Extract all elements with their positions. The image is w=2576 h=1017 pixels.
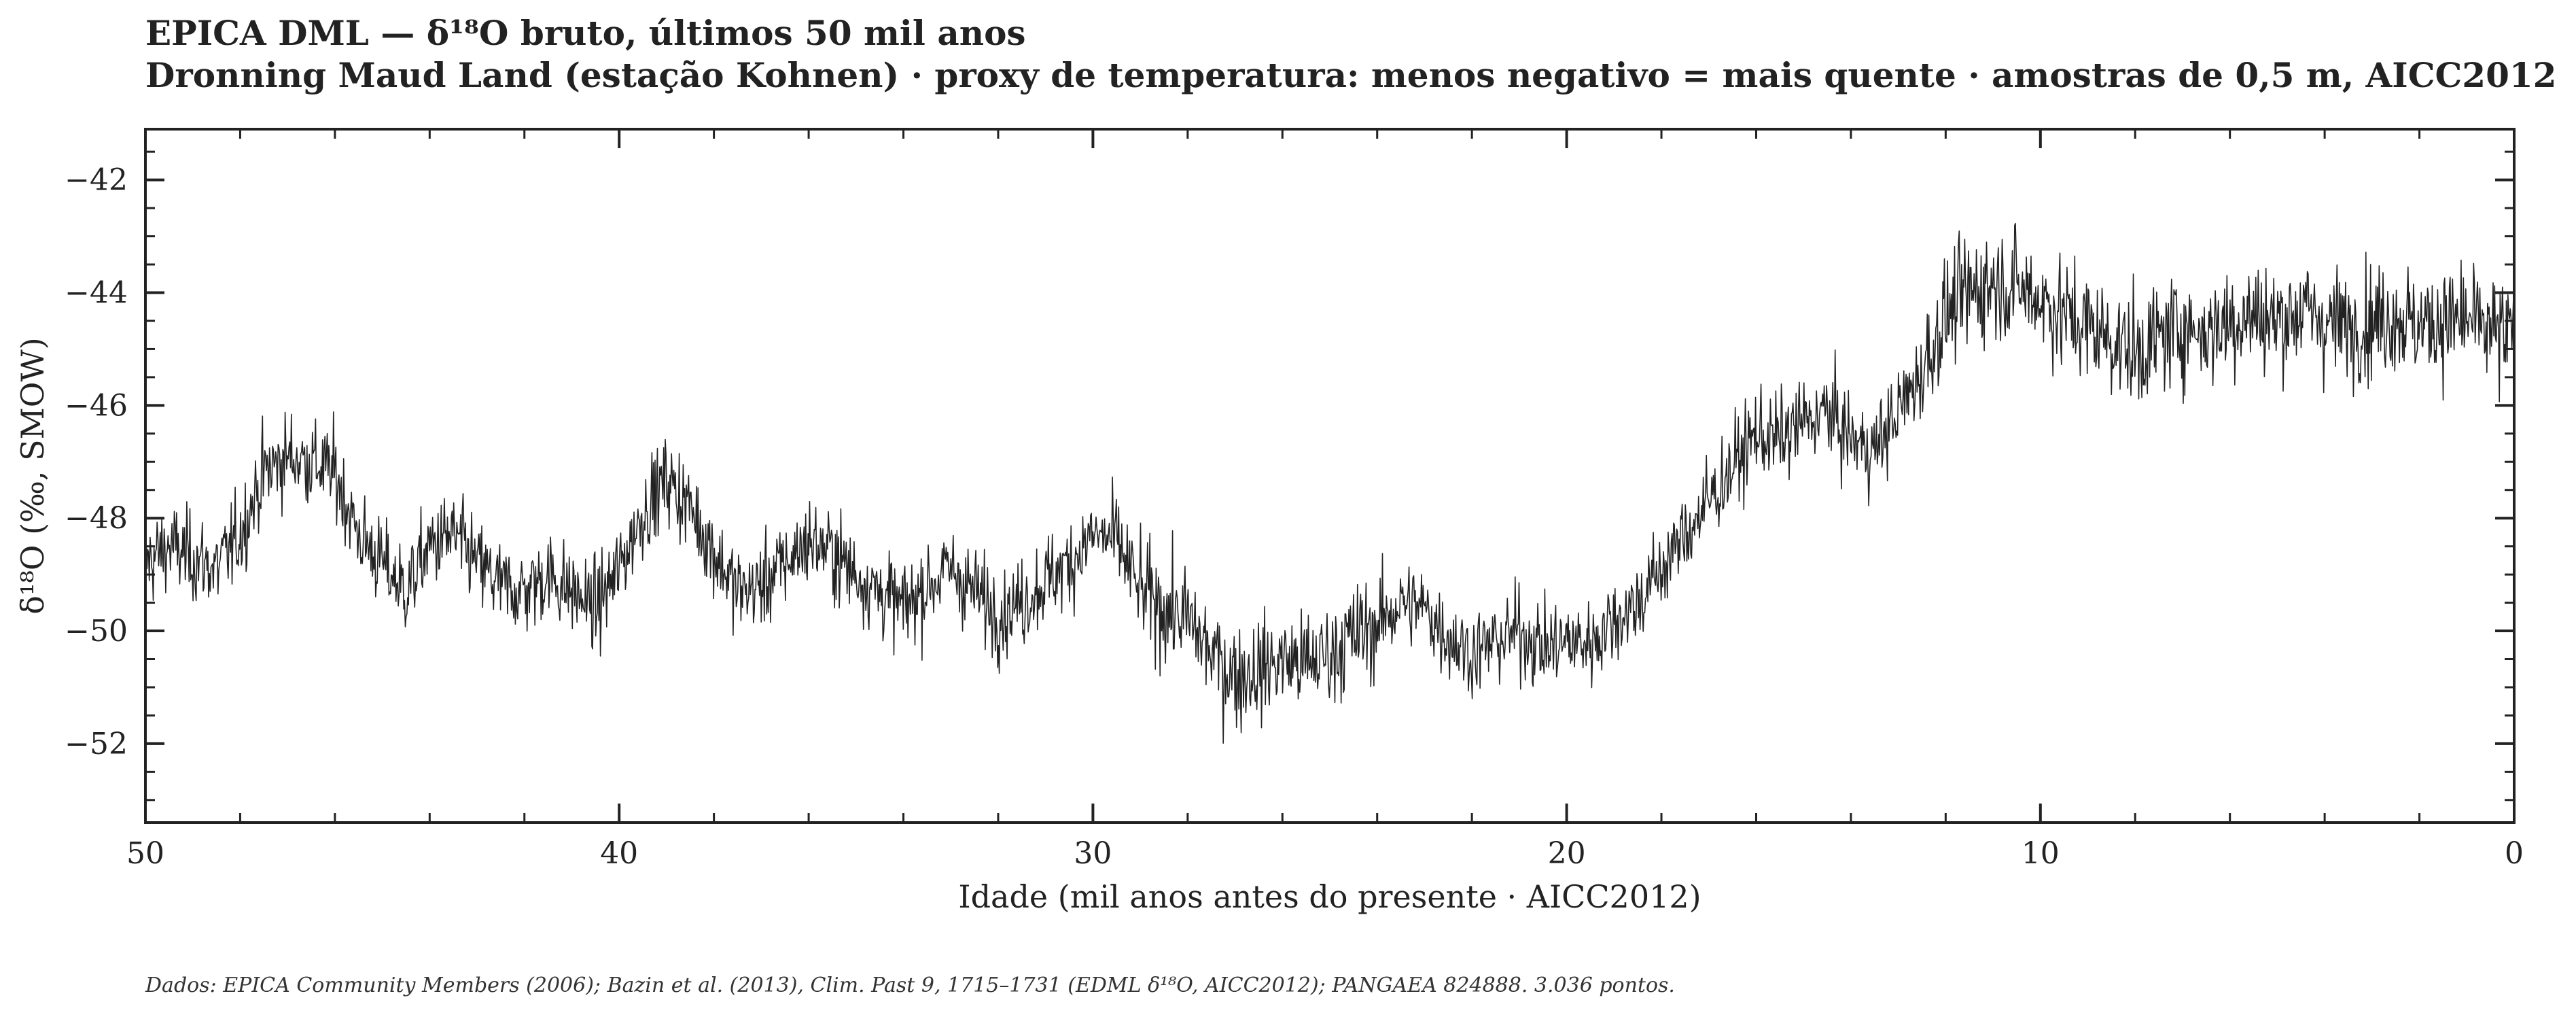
chart-subtitle: Dronning Maud Land (estação Kohnen) · pr… — [145, 55, 2556, 95]
y-tick-label: −48 — [65, 501, 128, 536]
y-tick-label: −52 — [65, 727, 128, 761]
x-tick-label: 0 — [2505, 836, 2524, 871]
plot-area: 50 40 30 20 10 0 −42 −44 −46 −48 −50 −52 — [65, 128, 2524, 871]
x-axis-label: Idade (mil anos antes do presente · AICC… — [958, 878, 1701, 915]
x-tick-label: 50 — [126, 836, 164, 871]
delta18o-series-line — [145, 222, 2515, 744]
source-note: Dados: EPICA Community Members (2006); B… — [145, 973, 1675, 997]
y-tick-label: −44 — [65, 275, 128, 310]
x-tick-label: 40 — [600, 836, 638, 871]
x-tick-label: 20 — [1548, 836, 1586, 871]
y-tick-label: −46 — [65, 388, 128, 423]
chart-title: EPICA DML — δ¹⁸O bruto, últimos 50 mil a… — [145, 13, 1026, 53]
x-tick-label: 10 — [2022, 836, 2060, 871]
y-tick-label: −50 — [65, 614, 128, 649]
x-tick-label: 30 — [1074, 836, 1112, 871]
y-tick-label: −42 — [65, 163, 128, 198]
y-axis-label: δ¹⁸O (‰, SMOW) — [14, 337, 51, 614]
plot-frame — [144, 128, 2516, 824]
